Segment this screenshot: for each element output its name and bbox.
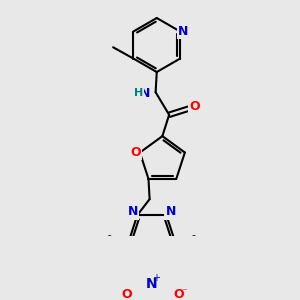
Text: N: N (178, 25, 189, 38)
Text: N: N (146, 277, 158, 291)
Text: O: O (122, 288, 132, 300)
Text: ⁻: ⁻ (182, 288, 188, 298)
Text: N: N (140, 87, 151, 100)
Text: O: O (173, 288, 184, 300)
Text: N: N (128, 205, 138, 218)
Text: N: N (166, 205, 176, 218)
Text: O: O (130, 146, 141, 159)
Text: H: H (134, 88, 143, 98)
Text: +: + (152, 273, 160, 284)
Text: O: O (190, 100, 200, 113)
